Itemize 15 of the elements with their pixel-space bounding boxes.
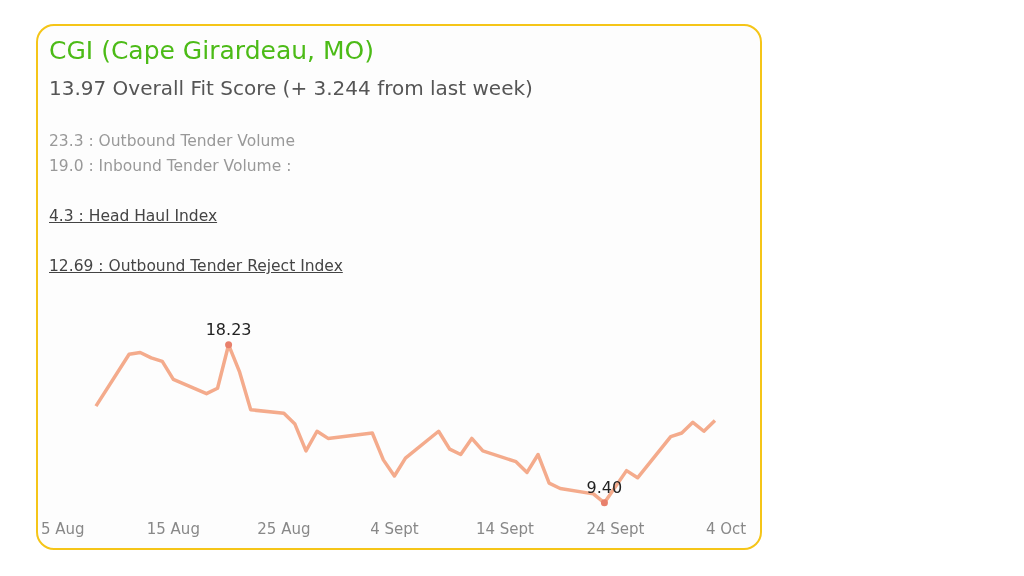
text: 12.69 : Outbound Tender Reject Index [49, 257, 343, 277]
x-tick-label: 4 Sept [370, 519, 419, 538]
chart-subtitle: 13.97 Overall Fit Score (+ 3.244 from last week) [49, 76, 533, 100]
x-tick-label: 24 Sept [586, 519, 645, 538]
x-tick-label: 15 Aug [146, 519, 200, 538]
chart-title: CGI (Cape Girardeau, MO) [49, 36, 374, 65]
data-label: 18.23 [205, 319, 252, 339]
text: 23.3 : Outbound Tender Volume [49, 132, 296, 152]
x-tick-label: 14 Sept [475, 519, 535, 538]
text: 4.3 : Head Haul Index [49, 207, 219, 227]
text: 19.0 : Inbound Tender Volume : [49, 157, 293, 177]
x-tick-label: 4 Oct [705, 519, 747, 538]
x-tick-label: 25 Aug [257, 519, 311, 538]
x-tick-label: 5 Aug [41, 519, 85, 538]
data-label: 9.40 [586, 478, 623, 497]
